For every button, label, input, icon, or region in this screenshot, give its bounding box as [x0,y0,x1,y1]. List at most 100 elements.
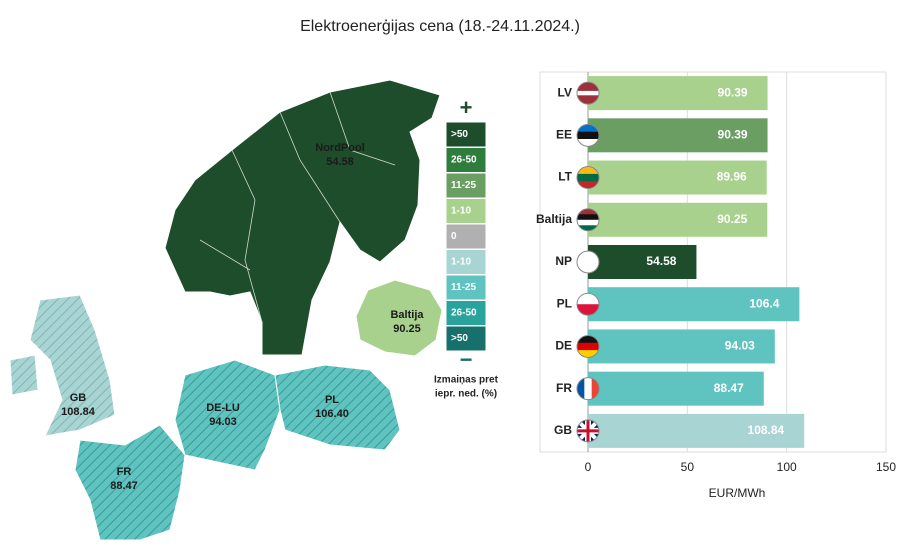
flag-ring [576,292,600,316]
flag-icon [577,166,599,189]
category-label: Baltija [536,212,572,226]
category-label: EE [556,128,572,142]
legend: + >50 26-50 11-25 1-10 0 1-10 11-25 26-50 >50 − Izm… [434,95,499,400]
flag-stripe [577,208,599,215]
value-label: 54.58 [646,254,676,268]
value-label: 94.03 [725,339,755,353]
flag-icon [577,208,599,231]
flag-ring [576,81,600,105]
region-name: PL [325,394,339,406]
flag-stripe [577,99,599,105]
region-name: NordPool [315,142,365,154]
baltija-region [355,279,443,357]
pl-region [274,364,401,451]
flag-stripe [577,377,585,400]
flag-stripe [577,342,599,351]
legend-swatch [445,223,487,250]
x-axis-title: EUR/MWh [709,486,766,500]
bar [588,245,697,279]
bar [588,160,767,195]
legend-label: 11-25 [451,180,476,191]
flag-stripe [577,90,599,96]
region-name: DE-LU [206,402,240,414]
flag-icon [577,377,599,400]
value-label: 90.39 [718,85,748,99]
bar [588,371,764,406]
legend-caption: iepr. ned. (%) [435,389,497,400]
legend-swatch [445,147,487,173]
x-tick-label: 150 [876,460,896,474]
flag-stripe [577,124,599,133]
fr-region [74,424,186,541]
legend-caption: Izmaiņas pret [434,375,499,386]
bar [588,118,768,153]
x-tick-label: 100 [777,460,797,474]
legend-label: 1-10 [451,206,471,217]
flag-stripe [577,166,599,175]
flag-icon [577,124,599,147]
flag-stripe [577,86,599,92]
category-label: LT [558,170,572,184]
flag-icon [577,82,599,105]
legend-label: 26-50 [451,308,477,319]
legend-label: >50 [451,333,468,344]
flag-icon [577,335,599,358]
flag-stripe [577,131,599,140]
legend-swatch [445,325,487,352]
legend-swatch [445,300,487,326]
category-label: LV [558,85,572,99]
legend-label: >50 [451,129,468,140]
bar [588,76,768,111]
flag-stripe [577,225,599,231]
legend-swatch [445,121,487,148]
legend-label: 1-10 [451,257,471,268]
category-label: NP [555,254,572,268]
gb-region [9,294,116,437]
legend-swatch [445,274,487,301]
bar [588,202,768,237]
flag-cross [577,419,599,442]
de-region [174,359,281,471]
value-label: 106.4 [749,296,779,310]
flag-icon [577,419,599,442]
nordpool-borders [199,91,396,323]
flag-ring [576,123,600,147]
flag-stripe [577,293,599,305]
flag-stripe [577,214,599,221]
flag-stripe [577,95,599,101]
region-value: 88.47 [110,480,138,492]
x-tick-label: 0 [585,460,592,474]
nordpool-region [164,79,441,356]
category-label: DE [555,339,572,353]
region-name: Baltija [390,309,424,321]
region-value: 54.58 [326,156,354,168]
flag-ring [576,250,600,274]
flag-stripe [591,377,599,400]
category-label: GB [554,423,572,437]
bar-chart: 0 50 100 150 EUR/MWh 90.39 LV 90.39 EE 89.96 LT 90.… [536,72,896,500]
region-value: 94.03 [209,416,237,428]
flag-stripe [577,82,599,88]
legend-minus: − [460,347,473,372]
value-label: 89.96 [717,170,747,184]
region-value: 108.84 [61,406,96,418]
region-name: GB [70,392,87,404]
flag-stripe [577,304,599,316]
legend-label: 0 [451,231,457,242]
legend-plus: + [460,95,473,120]
flag-ring [576,166,600,190]
map [9,79,443,541]
value-label: 88.47 [714,381,744,395]
region-value: 106.40 [315,408,349,420]
map-labels: NordPool 54.58 Baltija 90.25 GB 108.84 DE-LU 94… [61,142,424,492]
flag-stripe [577,251,599,273]
legend-label: 26-50 [451,155,477,166]
value-label: 90.25 [717,212,747,226]
category-label: PL [557,296,572,310]
value-label: 108.84 [748,423,785,437]
flag-stripe [577,350,599,358]
region-name: FR [117,466,132,478]
chart-title: Elektroenerģijas cena (18.-24.11.2024.) [300,17,580,35]
flag-ring [576,377,600,401]
flag-icon [577,251,599,273]
